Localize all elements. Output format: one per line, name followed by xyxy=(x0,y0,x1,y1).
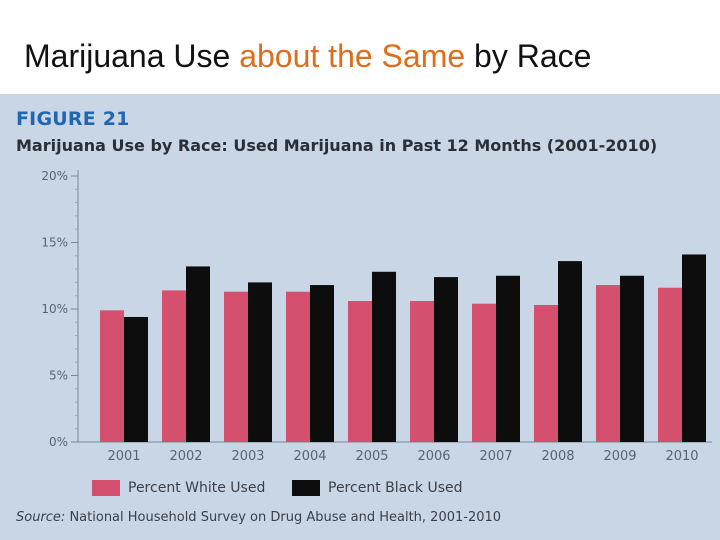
bar-white xyxy=(348,301,372,442)
bar-white xyxy=(658,287,682,442)
bar-black xyxy=(310,285,334,442)
source-text: National Household Survey on Drug Abuse … xyxy=(65,510,502,525)
source-prefix: Source: xyxy=(16,510,66,525)
x-tick-label: 2005 xyxy=(355,449,388,464)
y-tick-label: 0% xyxy=(49,435,68,449)
x-tick-label: 2001 xyxy=(107,449,140,464)
y-tick-label: 15% xyxy=(41,236,68,250)
bar-black xyxy=(248,282,272,442)
y-tick-label: 10% xyxy=(41,302,68,316)
figure-panel: FIGURE 21 Marijuana Use by Race: Used Ma… xyxy=(0,94,720,540)
legend-white-swatch xyxy=(92,480,120,496)
bar-black xyxy=(620,275,644,442)
bar-chart: 0% 5% 10% 15% 20% 2001 2002 2003 2004 2005 2006 200… xyxy=(41,169,712,464)
bar-white xyxy=(100,310,124,442)
x-tick-label: 2004 xyxy=(293,449,326,464)
source-note: Source: National Household Survey on Dru… xyxy=(16,510,501,525)
figure-label: FIGURE 21 xyxy=(16,108,130,130)
x-tick-label: 2003 xyxy=(231,449,264,464)
bar-black xyxy=(124,316,148,442)
bar-white xyxy=(224,291,248,442)
legend-black-swatch xyxy=(292,480,320,496)
slide-title: Marijuana Use about the Same by Race xyxy=(24,38,591,75)
bar-black xyxy=(434,277,458,442)
bar-white xyxy=(162,290,186,442)
legend-black-label: Percent Black Used xyxy=(328,480,463,496)
bar-black xyxy=(558,261,582,442)
y-tick-label: 5% xyxy=(49,369,68,383)
bar-black xyxy=(372,271,396,442)
bar-white xyxy=(410,301,434,442)
x-tick-label: 2010 xyxy=(665,449,698,464)
x-tick-label: 2002 xyxy=(169,449,202,464)
chart-title: Marijuana Use by Race: Used Marijuana in… xyxy=(16,136,658,155)
x-tick-label: 2009 xyxy=(603,449,636,464)
bar-black xyxy=(186,266,210,442)
slide-title-part2: by Race xyxy=(465,38,592,74)
legend-white: Percent White Used xyxy=(92,480,265,496)
y-tick-label: 20% xyxy=(41,169,68,183)
bar-white xyxy=(286,291,310,442)
x-tick-label: 2007 xyxy=(479,449,512,464)
bar-white xyxy=(472,303,496,442)
x-tick-label: 2006 xyxy=(417,449,450,464)
bar-black xyxy=(496,275,520,442)
slide-title-part1: Marijuana Use xyxy=(24,38,240,74)
legend-black: Percent Black Used xyxy=(292,480,463,496)
legend-white-label: Percent White Used xyxy=(128,480,266,496)
x-tick-label: 2008 xyxy=(541,449,574,464)
bar-white xyxy=(596,285,620,442)
slide-title-accent: about the Same xyxy=(239,38,466,74)
bar-white xyxy=(534,305,558,442)
bar-black xyxy=(682,254,706,442)
